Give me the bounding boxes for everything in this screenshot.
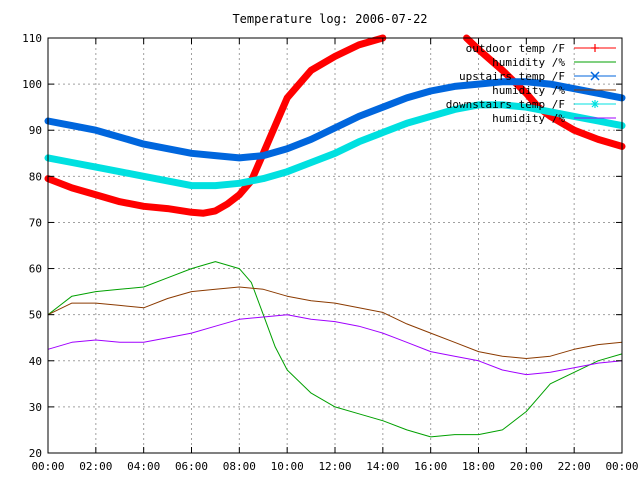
x-tick-label: 04:00 — [127, 460, 160, 473]
legend-marker-plus — [591, 44, 599, 52]
chart-title: Temperature log: 2006-07-22 — [232, 12, 427, 26]
series-layer — [44, 34, 626, 438]
x-tick-label: 14:00 — [366, 460, 399, 473]
x-tick-label: 08:00 — [223, 460, 256, 473]
series-line-6 — [47, 314, 623, 376]
x-tick-label: 18:00 — [462, 460, 495, 473]
y-tick-label: 40 — [29, 355, 42, 368]
y-tick-label: 20 — [29, 447, 42, 460]
x-tick-label: 00:00 — [605, 460, 638, 473]
legend-marker-star — [591, 100, 599, 108]
x-tick-label: 12:00 — [318, 460, 351, 473]
legend-marker-cross — [590, 71, 600, 81]
y-tick-label: 110 — [22, 32, 42, 45]
y-tick-label: 100 — [22, 78, 42, 91]
axes: 20 30 40 50 60 70 80 90 100 110 00:00 02:00 04:00 06:… — [22, 32, 638, 473]
series-line-0 — [44, 34, 387, 217]
series-line-2 — [47, 261, 623, 438]
x-tick-label: 02:00 — [79, 460, 112, 473]
y-tick-label: 50 — [29, 309, 42, 322]
y-tick-label: 60 — [29, 263, 42, 276]
x-tick-label: 06:00 — [175, 460, 208, 473]
series-line-3 — [44, 78, 626, 162]
series-line-5 — [44, 101, 626, 190]
x-tick-label: 22:00 — [558, 460, 591, 473]
y-tick-label: 90 — [29, 124, 42, 137]
y-tick-label: 70 — [29, 216, 42, 229]
legend-label: downstairs temp /F — [446, 98, 565, 111]
y-tick-label: 30 — [29, 401, 42, 414]
legend-label: humidity /% — [492, 84, 565, 97]
y-tick-label: 80 — [29, 170, 42, 183]
series-line-4 — [47, 286, 623, 359]
legend-label: outdoor temp /F — [466, 42, 565, 55]
x-tick-label: 20:00 — [510, 460, 543, 473]
x-tick-label: 10:00 — [271, 460, 304, 473]
legend-label: humidity /% — [492, 112, 565, 125]
legend-label: humidity /% — [492, 56, 565, 69]
x-tick-label: 16:00 — [414, 460, 447, 473]
x-tick-label: 00:00 — [31, 460, 64, 473]
legend-label: upstairs temp /F — [459, 70, 565, 83]
plot-border — [47, 37, 623, 454]
